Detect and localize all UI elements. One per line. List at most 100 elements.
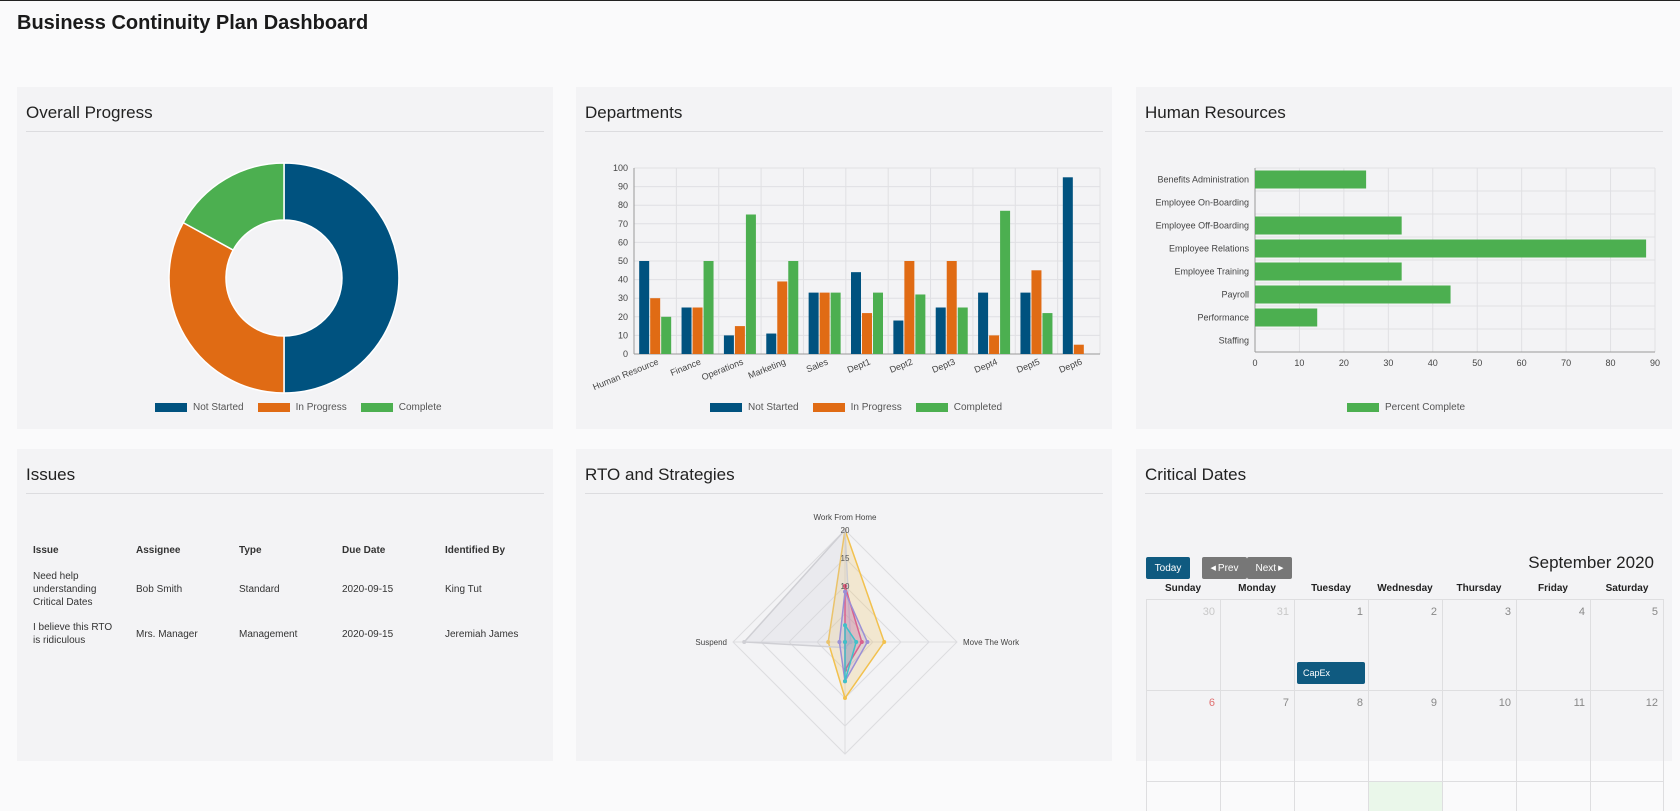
calendar-day[interactable]: 31 xyxy=(1220,599,1294,690)
x-tick-label: Dept3 xyxy=(930,357,956,375)
legend-item: Not Started xyxy=(710,402,799,413)
y-tick-label: 60 xyxy=(618,237,628,247)
axis-label-move-the-work: Move The Work xyxy=(963,638,1020,647)
prev-button[interactable]: ◀ Prev xyxy=(1202,557,1247,579)
calendar-day[interactable]: 2 xyxy=(1368,599,1442,690)
bar-in-progress xyxy=(989,335,1000,354)
column-header-type[interactable]: Type xyxy=(239,545,262,556)
radar-point xyxy=(843,584,847,588)
calendar-day[interactable]: 7 xyxy=(1220,690,1294,781)
column-header-issue[interactable]: Issue xyxy=(33,545,59,556)
day-number: 4 xyxy=(1578,606,1585,618)
day-number: 2 xyxy=(1430,606,1437,618)
legend-label: Completed xyxy=(953,402,1003,413)
day-number: 10 xyxy=(1498,697,1511,709)
bar-in-progress xyxy=(692,307,703,354)
legend-swatch-not-started xyxy=(710,403,742,412)
legend-swatch-not-started xyxy=(155,403,187,412)
type-cell: Standard xyxy=(239,584,280,595)
weekday-label: Tuesday xyxy=(1311,583,1351,594)
radar-point xyxy=(837,640,842,644)
divider xyxy=(26,493,544,494)
divider xyxy=(1145,493,1663,494)
x-tick-label: Dept5 xyxy=(1015,357,1041,375)
day-number: 31 xyxy=(1276,606,1289,618)
calendar-day[interactable]: 9 xyxy=(1368,690,1442,781)
calendar-day[interactable]: 12 xyxy=(1590,690,1664,781)
calendar-day[interactable]: 30 xyxy=(1146,599,1220,690)
radar-point xyxy=(865,640,870,644)
day-number: 9 xyxy=(1430,697,1437,709)
next-label: Next xyxy=(1255,562,1277,574)
axis-label-suspend: Suspend xyxy=(695,638,727,647)
calendar-event-capex[interactable]: CapEx xyxy=(1297,662,1365,684)
calendar-day[interactable]: 10 xyxy=(1442,690,1516,781)
column-header-due-date[interactable]: Due Date xyxy=(342,545,386,556)
bar-not-started xyxy=(1020,292,1031,354)
calendar-day[interactable]: 5 xyxy=(1590,599,1664,690)
calendar-day[interactable] xyxy=(1516,781,1590,811)
panel-overall-progress: Overall Progress Not Started In Progress… xyxy=(17,87,553,429)
panel-title: Issues xyxy=(26,465,76,484)
panel-title: Critical Dates xyxy=(1145,465,1247,484)
calendar-day[interactable] xyxy=(1442,781,1516,811)
day-number: 30 xyxy=(1202,606,1215,618)
x-tick-label: Dept2 xyxy=(888,357,914,375)
bar-not-started xyxy=(808,292,819,354)
calendar-day[interactable]: 11 xyxy=(1516,690,1590,781)
y-tick-label: 40 xyxy=(618,275,628,285)
x-tick-label: 50 xyxy=(1472,358,1482,368)
x-tick-label: Operations xyxy=(700,356,745,382)
radar-point xyxy=(826,640,831,644)
calendar-day[interactable]: 8 xyxy=(1294,690,1368,781)
x-tick-label: 40 xyxy=(1428,358,1438,368)
radar-point xyxy=(882,640,887,644)
legend-item: In Progress xyxy=(812,402,902,413)
legend-swatch-completed xyxy=(915,403,948,412)
bar-not-started xyxy=(978,292,989,354)
calendar-grid: Sunday Monday Tuesday Wednesday Thursday… xyxy=(1146,579,1664,811)
x-tick-label: 0 xyxy=(1252,358,1257,368)
table-header-row: Issue Assignee Type Due Date Identified … xyxy=(33,537,553,564)
radar-point xyxy=(848,640,853,644)
table-row[interactable]: I believe this RTO is ridiculous Mrs. Ma… xyxy=(33,615,553,653)
x-tick-label: 80 xyxy=(1606,358,1616,368)
table-row[interactable]: Need help understanding Critical Dates B… xyxy=(33,564,553,615)
bar-percent-complete xyxy=(1255,285,1451,304)
panel-rto-strategies: RTO and Strategies 10 15 20 Work From Home M… xyxy=(576,449,1112,761)
bar-completed xyxy=(703,261,714,354)
legend-label: Not Started xyxy=(748,402,799,413)
x-tick-label: 90 xyxy=(1650,358,1660,368)
bar-in-progress xyxy=(1031,270,1042,354)
next-button[interactable]: Next ▶ xyxy=(1247,557,1292,579)
calendar-day[interactable]: 6 xyxy=(1146,690,1220,781)
divider xyxy=(1145,131,1663,132)
calendar-day[interactable] xyxy=(1368,781,1442,811)
column-header-identified-by[interactable]: Identified By xyxy=(445,545,506,556)
calendar-day[interactable] xyxy=(1146,781,1220,811)
y-tick-label: Benefits Administration xyxy=(1157,175,1249,185)
calendar-day[interactable] xyxy=(1590,781,1664,811)
calendar-day[interactable]: 4 xyxy=(1516,599,1590,690)
x-tick-label: Finance xyxy=(669,357,702,378)
today-button[interactable]: Today xyxy=(1146,557,1190,579)
calendar-day[interactable]: 3 xyxy=(1442,599,1516,690)
weekday-label: Wednesday xyxy=(1377,583,1433,594)
chart-legend: Percent Complete xyxy=(1347,402,1465,413)
calendar-month-title: September 2020 xyxy=(1528,553,1654,572)
assignee-cell: Mrs. Manager xyxy=(136,628,198,640)
identified-by-cell: King Tut xyxy=(445,584,482,595)
calendar-day[interactable]: 1 CapEx xyxy=(1294,599,1368,690)
legend-swatch-complete xyxy=(360,403,393,412)
column-header-assignee[interactable]: Assignee xyxy=(136,545,181,556)
bar-percent-complete xyxy=(1255,216,1402,235)
calendar-day[interactable] xyxy=(1220,781,1294,811)
x-tick-label: Human Resource xyxy=(591,357,660,393)
overall-progress-donut-chart xyxy=(168,162,400,394)
legend-label: In Progress xyxy=(850,402,902,413)
weekday-label: Saturday xyxy=(1605,583,1649,594)
bar-not-started xyxy=(935,307,946,354)
day-number: 5 xyxy=(1651,606,1658,618)
calendar-day[interactable] xyxy=(1294,781,1368,811)
